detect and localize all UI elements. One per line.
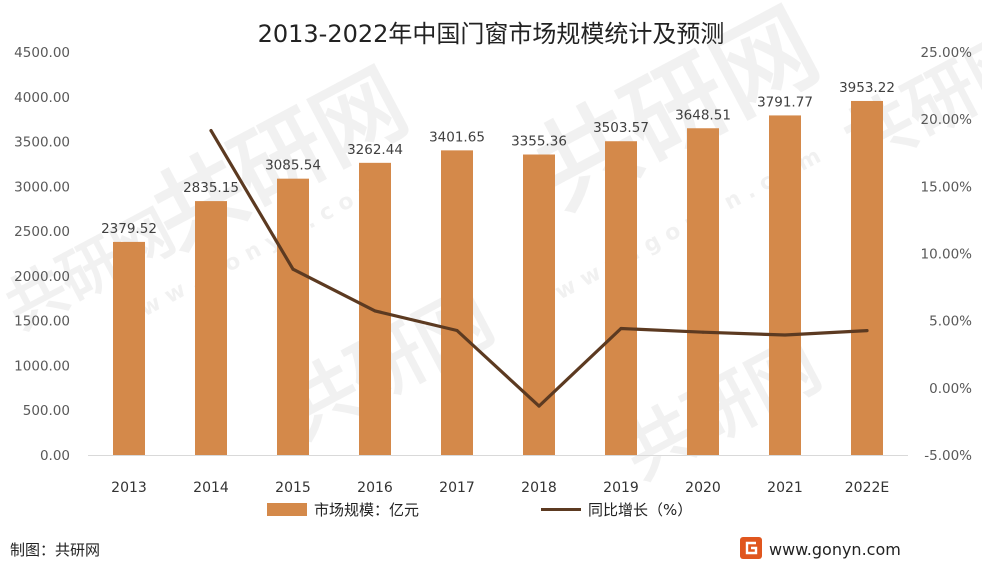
bar-value-label-2022E: 3953.22	[839, 80, 895, 96]
bar-series	[113, 100, 883, 456]
right-y-axis: 25.00% 20.00% 15.00% 10.00% 5.00% 0.00% -5.00%	[921, 45, 973, 464]
bar-value-label-2020: 3648.51	[675, 107, 731, 123]
growth-point-2021	[783, 333, 787, 337]
bar-value-label-2016: 3262.44	[347, 142, 403, 158]
x-axis-tick-label-2016: 2016	[357, 480, 393, 496]
bar-2014	[195, 201, 227, 455]
x-axis-tick-label-2022E: 2022E	[845, 480, 889, 496]
left-axis-tick-label: 2000.00	[14, 269, 70, 285]
right-axis-tick-label: 0.00%	[929, 381, 972, 397]
growth-point-2020	[701, 330, 705, 334]
x-axis-tick-label-2021: 2021	[767, 480, 803, 496]
growth-line-series	[209, 129, 869, 408]
left-y-axis: 4500.00 4000.00 3500.00 3000.00 2500.00 2000.…	[14, 45, 70, 464]
bar-2019	[605, 141, 637, 455]
right-axis-tick-label: -5.00%	[924, 448, 972, 464]
growth-point-2014	[209, 129, 213, 133]
bar-value-label-2018: 3355.36	[511, 134, 567, 150]
growth-point-2015	[291, 267, 295, 271]
legend-bar-swatch	[267, 503, 307, 516]
bar-2015	[277, 178, 309, 456]
bar-value-label-2021: 3791.77	[757, 94, 813, 110]
x-axis-tick-label-2017: 2017	[439, 480, 475, 496]
brand-logo	[740, 537, 762, 559]
bar-2021	[769, 115, 801, 455]
growth-point-2019	[619, 326, 623, 330]
legend-line-label: 同比增长（%）	[588, 501, 692, 519]
chart-title: 2013-2022年中国门窗市场规模统计及预测	[258, 20, 725, 48]
left-axis-tick-label: 0.00	[40, 448, 70, 464]
bar-2022E	[851, 100, 883, 455]
right-axis-tick-label: 5.00%	[929, 314, 972, 330]
bar-value-label-2019: 3503.57	[593, 120, 649, 136]
source-credit: 制图：共研网	[10, 541, 100, 559]
x-axis-tick-label-2019: 2019	[603, 480, 639, 496]
left-axis-tick-label: 4500.00	[14, 45, 70, 61]
bar-2017	[441, 150, 473, 455]
x-axis: 2013 2014 2015 2016 2017 2018 2019 2020 2021 2022…	[88, 455, 908, 496]
left-axis-tick-label: 1000.00	[14, 358, 70, 374]
right-axis-tick-label: 15.00%	[921, 179, 973, 195]
right-axis-tick-label: 25.00%	[921, 45, 973, 61]
legend: 市场规模：亿元 同比增长（%）	[267, 501, 692, 519]
left-axis-tick-label: 3000.00	[14, 179, 70, 195]
bar-value-label-2017: 3401.65	[429, 129, 485, 145]
x-axis-tick-label-2020: 2020	[685, 480, 721, 496]
website-url: www.gonyn.com	[769, 540, 901, 559]
left-axis-tick-label: 500.00	[23, 403, 70, 419]
bar-data-labels: 2379.52 2835.15 3085.54 3262.44 3401.65 3355.…	[101, 80, 895, 237]
bar-value-label-2014: 2835.15	[183, 180, 239, 196]
x-axis-tick-label-2015: 2015	[275, 480, 311, 496]
bar-value-label-2015: 3085.54	[265, 158, 321, 174]
legend-bar-label: 市场规模：亿元	[314, 501, 419, 519]
growth-point-2016	[373, 309, 377, 313]
left-axis-tick-label: 4000.00	[14, 90, 70, 106]
bar-2016	[359, 162, 391, 455]
bar-2020	[687, 128, 719, 455]
x-axis-tick-label-2013: 2013	[111, 480, 147, 496]
right-axis-tick-label: 10.00%	[921, 247, 973, 263]
logo-glyph	[745, 541, 758, 555]
growth-point-2017	[455, 328, 459, 332]
left-axis-tick-label: 3500.00	[14, 135, 70, 151]
left-axis-tick-label: 2500.00	[14, 224, 70, 240]
left-axis-tick-label: 1500.00	[14, 314, 70, 330]
bar-2018	[523, 154, 555, 456]
growth-point-2022E	[865, 329, 869, 333]
x-axis-tick-label-2018: 2018	[521, 480, 557, 496]
growth-point-2018	[537, 404, 541, 408]
bar-2013	[113, 241, 145, 455]
bar-value-label-2013: 2379.52	[101, 221, 157, 237]
x-axis-tick-label-2014: 2014	[193, 480, 229, 496]
right-axis-tick-label: 20.00%	[921, 112, 973, 128]
